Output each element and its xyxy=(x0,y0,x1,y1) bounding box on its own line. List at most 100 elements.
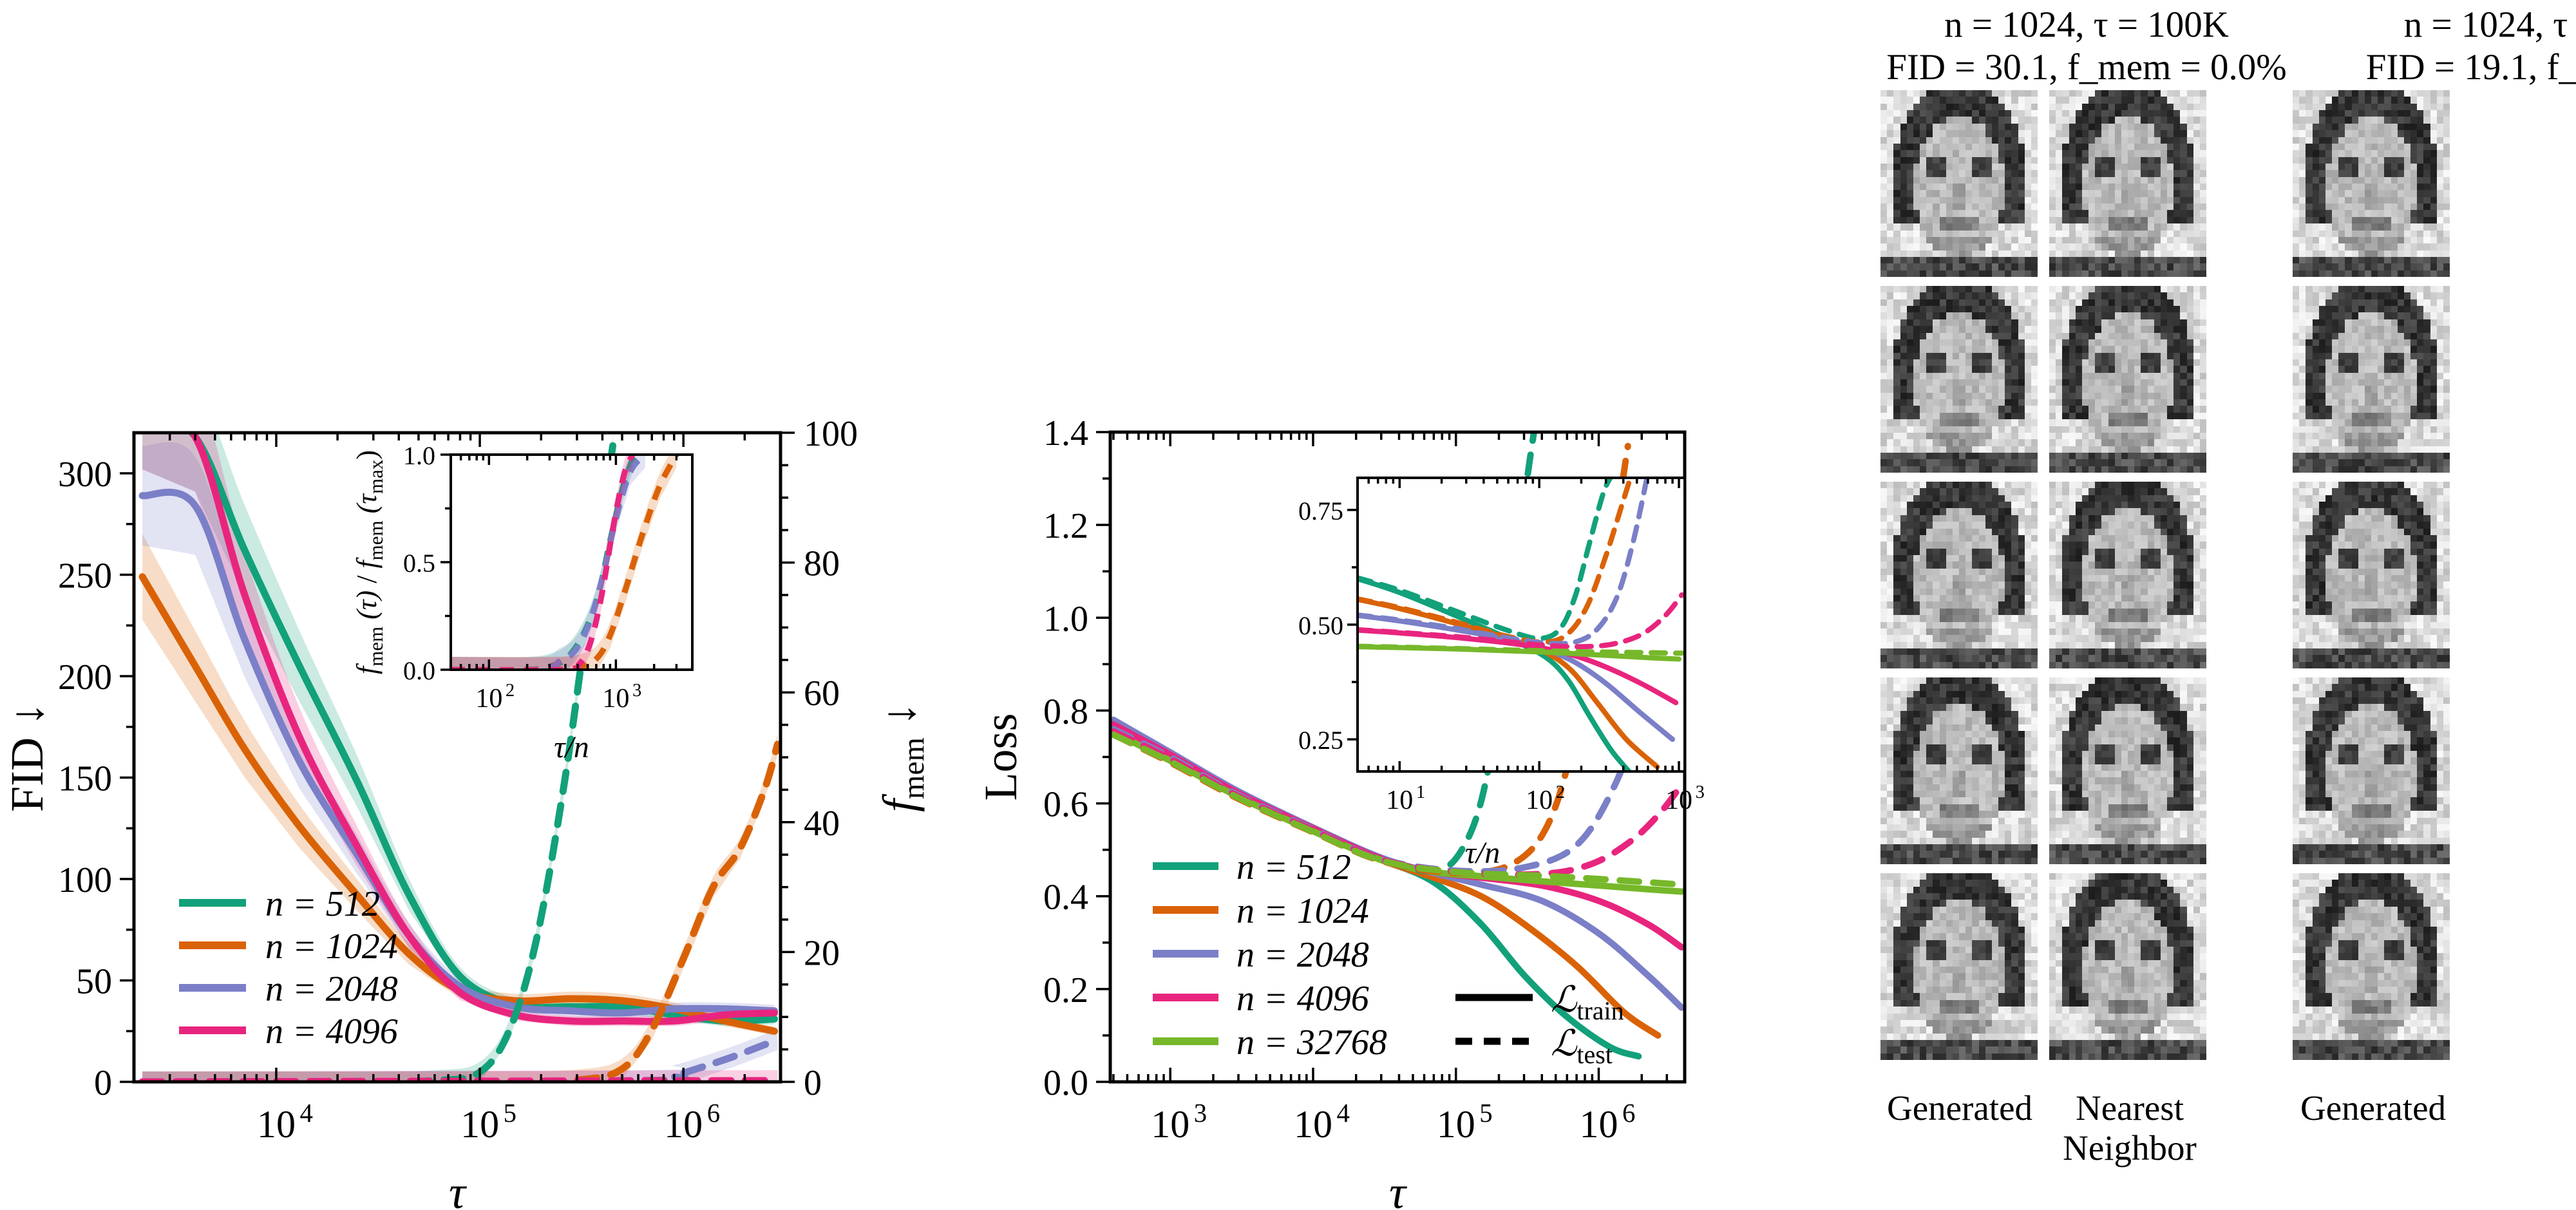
loss-chart-svg: 0.00.20.40.60.81.01.21.410 3 10 4 10 5 10 6Loss… xyxy=(975,413,1705,1210)
axis-tick-label: 0.2 xyxy=(1043,970,1088,1010)
svg-text:60: 60 xyxy=(804,674,840,714)
svg-text:2: 2 xyxy=(1556,782,1565,802)
legend-label: n = 512 xyxy=(1236,847,1351,887)
legend-label: n = 4096 xyxy=(265,1012,398,1052)
axis-tick-label: 1.2 xyxy=(1043,506,1088,546)
svg-text:300: 300 xyxy=(58,455,112,495)
axis-tick-label: 0.4 xyxy=(1043,878,1088,918)
legend-label: n = 1024 xyxy=(1236,891,1369,931)
y-axis-label-right: fmem ↓ xyxy=(873,703,931,812)
inset-series-line xyxy=(1358,478,1633,645)
inset-series-line xyxy=(451,455,636,670)
sample-col-label-nearest-neighbor: Nearest Neighbor xyxy=(2049,1088,2210,1167)
svg-text:100: 100 xyxy=(58,860,112,900)
svg-text:80: 80 xyxy=(804,544,840,584)
series-line xyxy=(188,433,779,1025)
loss-inset-frame xyxy=(1347,477,1686,773)
axis-tick-label: 0.0 xyxy=(1043,1063,1088,1103)
y-axis-label: Loss xyxy=(975,713,1027,800)
axis-tick-label: 1.4 xyxy=(1043,413,1088,453)
sample-group-2-header-line2: FID = 19.1, f_m xyxy=(2318,46,2576,89)
sample-group-1-header: n = 1024, τ = 100K FID = 30.1, f_mem = 0… xyxy=(1861,4,2312,88)
svg-text:4: 4 xyxy=(1336,1099,1349,1128)
x-axis-label: τ xyxy=(1389,1167,1407,1210)
svg-text:3: 3 xyxy=(1696,782,1705,802)
sample-face-image xyxy=(2049,873,2206,1060)
inset-confidence-band xyxy=(451,455,635,670)
sample-face-image xyxy=(2293,286,2450,473)
loss-panel: 0.0 0.2 0.4 0.6 0.8 1.0 1.2 1.4 10 3 10 4 10 5 10 6 Loss… xyxy=(966,0,1868,1210)
axis-tick-label: 10 6 xyxy=(664,1099,720,1146)
confidence-band xyxy=(142,433,775,1026)
svg-text:10: 10 xyxy=(664,1103,703,1146)
inset-series-line xyxy=(1358,592,1685,650)
confidence-band xyxy=(142,733,778,1082)
sample-face-image xyxy=(2293,90,2450,277)
confidence-band xyxy=(142,433,775,1026)
axis-tick-label: 10 1 xyxy=(1386,782,1425,815)
svg-text:10: 10 xyxy=(1151,1103,1189,1146)
loss-tick-labels: 0.00.20.40.60.81.01.21.410 3 10 4 10 5 10 6 xyxy=(1043,413,1635,1146)
svg-text:10: 10 xyxy=(1526,786,1553,815)
fid-panel: 0 50 100 150 200 250 300 0 20 40 60 80 100 10 4 10 5 10 6 F… xyxy=(0,0,966,1210)
inset-series-line xyxy=(451,455,679,670)
axis-tick-label: 10 6 xyxy=(1579,1099,1635,1146)
sample-face-image xyxy=(2293,482,2450,668)
svg-text:10: 10 xyxy=(1294,1103,1332,1146)
legend-style-label: ℒtrain xyxy=(1551,980,1624,1025)
svg-text:3: 3 xyxy=(1194,1099,1207,1128)
svg-text:250: 250 xyxy=(58,556,112,596)
svg-text:1: 1 xyxy=(1416,782,1425,802)
svg-text:40: 40 xyxy=(804,804,840,844)
inset-background xyxy=(1358,478,1685,771)
axis-tick-label: 1.0 xyxy=(1043,599,1088,639)
sample-col-label-generated-1: Generated xyxy=(1879,1088,2040,1128)
sample-group-2-header-line1: n = 1024, τ xyxy=(2318,4,2576,46)
series-line xyxy=(138,741,781,1082)
inset-tick-label: 0.25 xyxy=(1298,726,1343,755)
confidence-band xyxy=(142,1029,778,1082)
legend-style-label: ℒtest xyxy=(1551,1024,1613,1069)
svg-text:10: 10 xyxy=(257,1103,296,1146)
legend-label: n = 1024 xyxy=(265,927,398,967)
loss-inset-series xyxy=(1358,478,1685,771)
loss-series-lines xyxy=(1110,432,1685,1060)
svg-text:10: 10 xyxy=(460,1103,499,1146)
axis-tick-label: 0.6 xyxy=(1043,785,1088,825)
legend-label: n = 4096 xyxy=(1236,979,1369,1019)
svg-text:10: 10 xyxy=(602,684,629,714)
axis-tick-label: 10 4 xyxy=(1294,1099,1350,1146)
svg-text:4: 4 xyxy=(299,1099,312,1128)
svg-text:3: 3 xyxy=(632,681,641,701)
legend-label: n = 32768 xyxy=(1236,1023,1387,1063)
inset-tick-label: 0.0 xyxy=(403,656,435,685)
inset-tick-label: 1.0 xyxy=(403,441,435,470)
sample-face-image xyxy=(1880,286,2038,473)
x-axis-label: τ xyxy=(449,1167,467,1210)
svg-text:2: 2 xyxy=(506,681,515,701)
inset-series-line xyxy=(1358,478,1614,641)
sample-group-1-header-line2: FID = 30.1, f_mem = 0.0% xyxy=(1861,46,2312,89)
svg-text:50: 50 xyxy=(76,962,112,1002)
svg-text:20: 20 xyxy=(804,933,840,973)
fid-axis-frame xyxy=(120,431,795,1084)
axis-tick-label: 10 2 xyxy=(1526,782,1565,815)
inset-series-line xyxy=(451,455,648,670)
sample-face-image xyxy=(2293,677,2450,864)
sample-face-image xyxy=(2049,482,2206,668)
svg-text:6: 6 xyxy=(1622,1099,1635,1128)
axis-tick-label: 10 3 xyxy=(602,681,641,714)
axis-tick-label: 10 4 xyxy=(257,1099,313,1146)
inset-tick-label: 0.5 xyxy=(403,549,435,578)
svg-text:10: 10 xyxy=(1665,786,1692,815)
loss-axis-labels: Loss τ xyxy=(975,713,1407,1210)
svg-text:10: 10 xyxy=(1386,786,1413,815)
svg-text:200: 200 xyxy=(58,657,112,697)
sample-face-image xyxy=(1880,873,2038,1060)
sample-face-image xyxy=(2293,873,2450,1060)
svg-text:10: 10 xyxy=(1437,1103,1475,1146)
